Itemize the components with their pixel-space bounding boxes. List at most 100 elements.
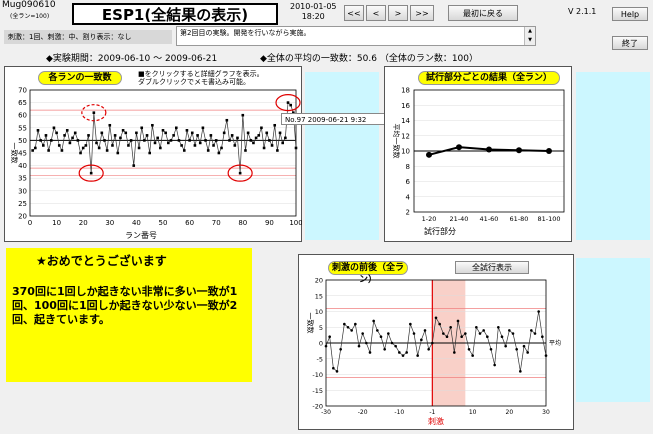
y-tick-label: 18 — [401, 87, 410, 95]
data-point — [220, 147, 223, 150]
data-point — [124, 132, 127, 135]
data-point — [394, 345, 397, 348]
data-point — [284, 137, 287, 140]
y-tick-label: 40 — [18, 162, 27, 170]
data-point — [413, 332, 416, 335]
x-tick-label: 0 — [28, 219, 32, 227]
x-tick-label: 60 — [185, 219, 194, 227]
data-point — [289, 104, 292, 107]
data-point — [273, 124, 276, 127]
data-point — [479, 332, 482, 335]
x-tick-label: -30 — [321, 409, 331, 416]
data-point — [114, 134, 117, 137]
data-point — [143, 139, 146, 142]
data-point — [482, 329, 485, 332]
data-point — [255, 137, 258, 140]
data-point — [276, 149, 279, 152]
data-point — [257, 134, 260, 137]
data-point — [119, 137, 122, 140]
data-point — [231, 134, 234, 137]
data-point — [188, 139, 191, 142]
data-point — [132, 164, 135, 167]
data-point — [442, 332, 445, 335]
back-to-start-button[interactable]: 最初に戻る — [448, 5, 518, 21]
data-point — [74, 132, 77, 135]
data-point — [164, 132, 167, 135]
data-point — [103, 139, 106, 142]
data-point — [47, 149, 50, 152]
data-point — [204, 139, 207, 142]
data-point — [409, 323, 412, 326]
data-point — [387, 332, 390, 335]
data-point — [449, 326, 452, 329]
nav-first-button[interactable]: << — [344, 5, 364, 21]
x-tick-label: 50 — [159, 219, 168, 227]
y-tick-label: 14 — [401, 117, 410, 125]
version-label: V 2.1.1 — [568, 7, 596, 16]
data-point — [468, 348, 471, 351]
data-point — [391, 342, 394, 345]
nav-prev-button[interactable]: < — [366, 5, 386, 21]
data-point — [79, 152, 82, 155]
data-point — [460, 335, 463, 338]
exit-button[interactable]: 終了 — [612, 36, 648, 50]
data-point — [247, 132, 250, 135]
x-tick-label: 20 — [506, 409, 514, 416]
overall-summary: ◆全体の平均の一致数：50.6 （全体のラン数：100） — [260, 51, 478, 64]
data-point — [223, 132, 226, 135]
data-point — [242, 114, 245, 117]
data-point — [159, 147, 162, 150]
help-button[interactable]: Help — [612, 7, 648, 21]
data-point — [431, 342, 434, 345]
data-point — [151, 124, 154, 127]
y-axis-label: 平均一致数 — [392, 124, 401, 159]
y-tick-label: -10 — [312, 371, 323, 379]
data-point — [265, 132, 268, 135]
y-tick-label: 60 — [18, 112, 27, 120]
data-point — [202, 127, 205, 130]
x-tick-label: 41-60 — [480, 215, 499, 223]
cyan-box-1 — [305, 72, 379, 240]
data-point — [215, 139, 218, 142]
data-point — [446, 335, 449, 338]
run-note: (全ラン=100) — [10, 11, 49, 20]
data-point — [39, 139, 42, 142]
data-point — [534, 332, 537, 335]
y-tick-label: 4 — [406, 193, 411, 201]
y-tick-label: 8 — [406, 163, 410, 171]
data-point — [526, 351, 529, 354]
y-tick-label: 45 — [18, 150, 27, 158]
runs-chart-svg[interactable]: 7065605550454035302520010203040506070809… — [4, 66, 302, 242]
data-point — [541, 335, 544, 338]
data-point — [453, 351, 456, 354]
data-point — [138, 147, 141, 150]
nav-last-button[interactable]: >> — [410, 5, 434, 21]
data-point — [218, 152, 221, 155]
data-point — [239, 172, 242, 175]
memo-scrollbar[interactable]: ▲ ▼ — [524, 27, 535, 45]
scroll-up-icon[interactable]: ▲ — [525, 27, 535, 36]
nav-next-button[interactable]: > — [388, 5, 408, 21]
y-tick-label: 65 — [18, 99, 27, 107]
y-tick-label: 16 — [401, 102, 410, 110]
data-point — [156, 137, 159, 140]
y-tick-label: 20 — [18, 213, 27, 221]
data-point — [98, 147, 101, 150]
data-point — [63, 134, 66, 137]
page-title: ESP1(全結果の表示) — [72, 3, 278, 25]
data-point — [34, 147, 37, 150]
data-point — [77, 139, 80, 142]
data-point — [358, 345, 361, 348]
blocks-chart-svg: 181614121086421-2021-4041-6061-8081-100試… — [384, 66, 572, 242]
data-point — [516, 147, 522, 153]
data-point — [530, 329, 533, 332]
data-point — [343, 323, 346, 326]
memo-box[interactable]: 第2回目の実験。開発を行いながら実施。 ▲ ▼ — [176, 26, 536, 46]
data-point — [207, 149, 210, 152]
data-point — [127, 144, 130, 147]
data-point — [347, 326, 350, 329]
data-point — [85, 144, 88, 147]
scroll-down-icon[interactable]: ▼ — [525, 36, 535, 45]
y-tick-label: -5 — [317, 355, 323, 363]
data-point — [199, 142, 202, 145]
